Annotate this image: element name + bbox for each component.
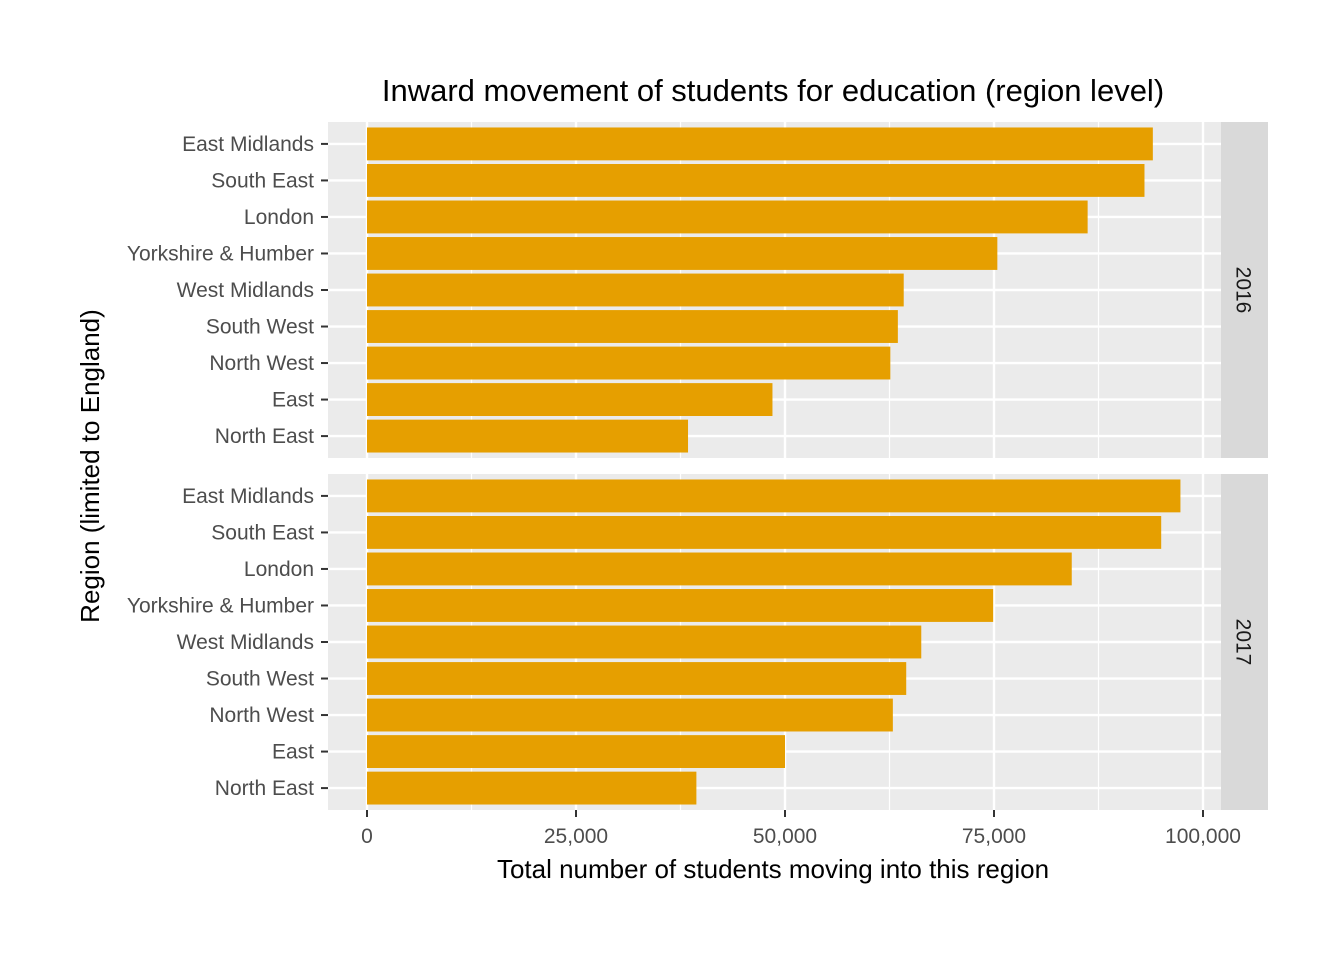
x-tick-label: 25,000 [544,825,608,848]
x-axis-title: Total number of students moving into thi… [497,854,1049,884]
bar-0-6 [367,346,891,380]
y-tick-label: London [244,558,314,581]
y-tick-label: East Midlands [182,133,314,156]
bar-0-3 [367,237,998,270]
bar-1-6 [367,698,893,732]
y-tick-label: East [272,389,314,412]
x-tick-label: 100,000 [1165,825,1241,848]
y-tick-label: West Midlands [177,279,314,302]
bar-1-7 [367,735,785,768]
y-tick-label: East Midlands [182,485,314,508]
bar-0-0 [367,127,1153,161]
bar-0-5 [367,310,898,343]
facet-strip [1221,474,1268,810]
y-tick-label: West Midlands [177,631,314,654]
y-tick-label: London [244,206,314,229]
y-tick-label: South West [206,316,314,339]
x-tick-label: 75,000 [962,825,1026,848]
y-tick-label: North West [209,704,314,727]
x-tick-label: 0 [361,825,373,848]
y-tick-label: East [272,741,314,764]
plot-area: East Midlands South East London Yorkshire &… [127,122,1268,848]
bar-0-4 [367,273,904,307]
y-tick-label: North West [209,352,314,375]
bar-1-1 [367,516,1162,549]
bar-1-3 [367,589,994,622]
y-axis-title: Region (limited to England) [75,309,105,623]
bar-0-8 [367,419,689,453]
y-tick-label: South East [211,169,314,192]
x-tick-label: 50,000 [753,825,817,848]
bar-1-4 [367,625,922,659]
bar-0-7 [367,383,773,416]
y-tick-label: Yorkshire & Humber [127,594,314,617]
y-tick-label: South East [211,521,314,544]
y-tick-label: South West [206,668,314,691]
bar-1-2 [367,552,1072,586]
y-tick-label: North East [215,425,314,448]
facet-strip-label: 2017 [1232,619,1255,666]
bar-0-1 [367,164,1145,197]
chart-title: Inward movement of students for educatio… [382,73,1164,108]
bar-0-2 [367,200,1088,234]
y-tick-label: North East [215,777,314,800]
bar-1-5 [367,662,907,695]
y-tick-label: Yorkshire & Humber [127,242,314,265]
facet-strip [1221,122,1268,458]
facet-strip-label: 2016 [1232,267,1255,314]
bar-1-8 [367,771,697,805]
bar-1-0 [367,479,1181,513]
